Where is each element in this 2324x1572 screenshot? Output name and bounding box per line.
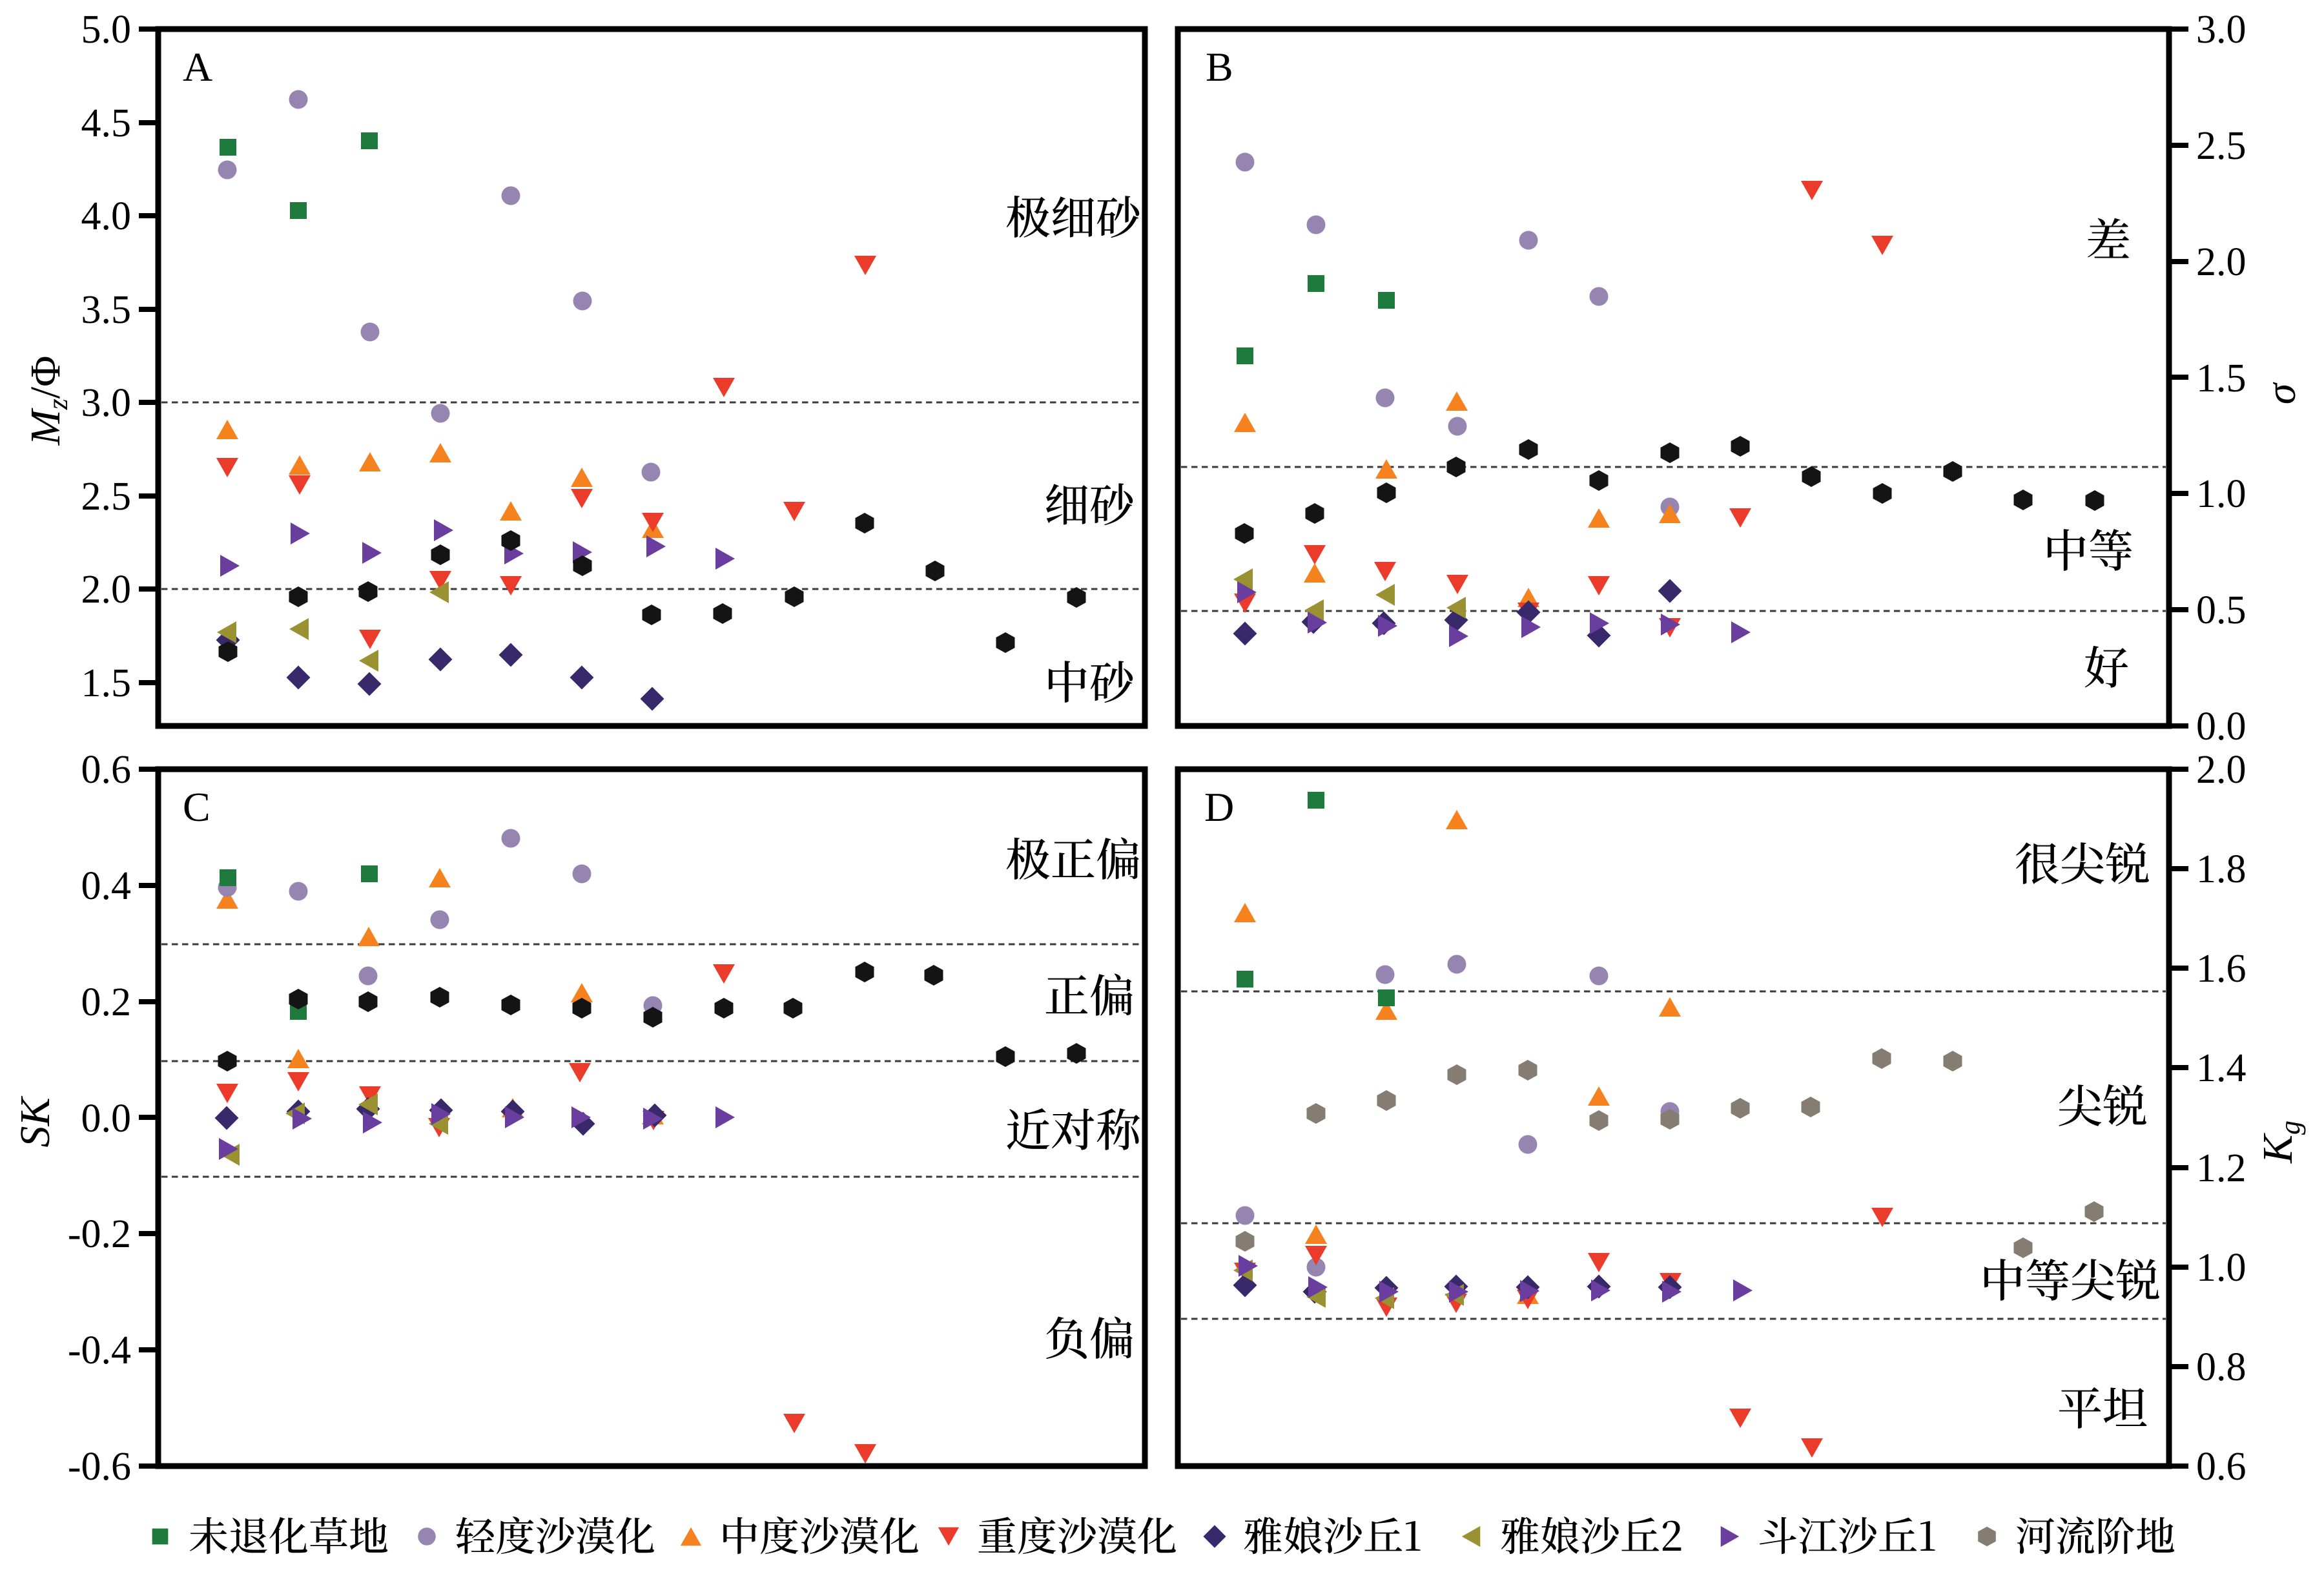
svg-text:0.6: 0.6 (2196, 1445, 2247, 1489)
svg-text:4.0: 4.0 (81, 194, 132, 238)
svg-text:3.5: 3.5 (81, 288, 132, 332)
svg-text:1.5: 1.5 (2196, 357, 2247, 400)
svg-text:5.0: 5.0 (81, 8, 132, 52)
svg-text:SK: SK (12, 1096, 59, 1148)
svg-text:2.5: 2.5 (2196, 124, 2247, 168)
svg-text:D: D (1204, 784, 1234, 830)
svg-text:0.0: 0.0 (2196, 705, 2247, 749)
svg-text:1.4: 1.4 (2196, 1046, 2247, 1090)
svg-text:-0.6: -0.6 (68, 1445, 131, 1489)
svg-text:2.0: 2.0 (81, 568, 132, 612)
svg-text:1.0: 1.0 (2196, 472, 2247, 516)
svg-text:B: B (1206, 44, 1233, 90)
svg-text:1.5: 1.5 (81, 661, 132, 705)
svg-text:3.0: 3.0 (81, 381, 132, 425)
svg-text:0.5: 0.5 (2196, 588, 2247, 632)
svg-text:3.0: 3.0 (2196, 8, 2247, 52)
svg-text:-0.2: -0.2 (68, 1212, 131, 1256)
svg-text:0.4: 0.4 (81, 864, 132, 908)
svg-text:-0.4: -0.4 (68, 1329, 131, 1372)
svg-text:C: C (183, 784, 211, 830)
svg-text:1.0: 1.0 (2196, 1246, 2247, 1290)
svg-text:2.5: 2.5 (81, 475, 132, 519)
svg-text:1.2: 1.2 (2196, 1146, 2247, 1190)
svg-text:2.0: 2.0 (2196, 240, 2247, 284)
svg-text:0.6: 0.6 (81, 748, 132, 792)
svg-text:0.0: 0.0 (81, 1097, 132, 1141)
svg-text:1.6: 1.6 (2196, 947, 2247, 991)
svg-text:0.2: 0.2 (81, 980, 132, 1024)
svg-text:A: A (183, 44, 212, 90)
svg-text:4.5: 4.5 (81, 101, 132, 145)
svg-text:σ: σ (2257, 382, 2305, 404)
svg-text:1.8: 1.8 (2196, 847, 2247, 891)
svg-text:0.8: 0.8 (2196, 1345, 2247, 1389)
svg-text:2.0: 2.0 (2196, 748, 2247, 792)
